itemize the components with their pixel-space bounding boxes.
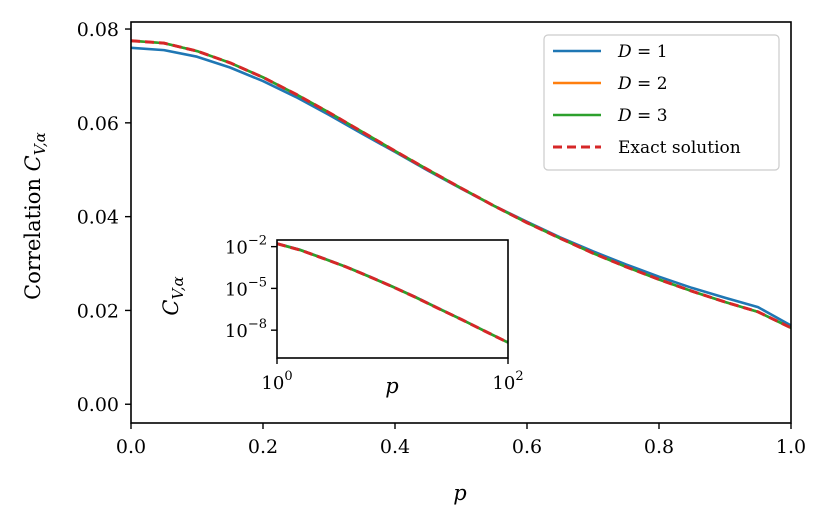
legend-label-4: Exact solution [618,138,741,158]
inset-x-axis-label: p [385,374,398,398]
inset-x-ticks: 100 102 [261,358,524,394]
main-x-tick-label: 0.4 [380,436,410,458]
main-x-tick-label: 0.6 [512,436,542,458]
legend-label-3: D = 3 [617,106,668,126]
inset-x-tick-label: 100 [261,369,292,394]
main-y-tick-label: 0.08 [77,19,119,41]
main-y-tick-label: 0.06 [77,113,119,135]
legend-box [543,34,780,171]
legend-items: D = 1 D = 2 D = 3 Exact solution [553,42,741,158]
legend-label-2: D = 2 [617,74,668,94]
main-x-tick-label: 1.0 [776,436,806,458]
main-y-tick-label: 0.02 [77,300,119,322]
main-y-tick-label: 0.00 [77,394,119,416]
legend-label-1: D = 1 [617,42,668,62]
inset-background [277,240,508,358]
inset-series-lines [276,242,509,344]
main-y-axis-label-sub: V,α [31,132,49,155]
main-y-axis-label-var: C [21,155,45,171]
main-y-ticks: 0.00 0.02 0.04 0.06 0.08 [77,19,131,416]
legend: D = 1 D = 2 D = 3 Exact solution [543,34,780,171]
inset-x-tick-label: 102 [492,369,523,394]
main-series-line-4 [130,39,792,330]
inset-y-ticks: 10−2 10−5 10−8 [225,234,277,342]
main-x-tick-label: 0.0 [116,436,146,458]
main-y-axis-label: Correlation CV,α [21,132,49,300]
inset-y-tick-label: 10−2 [225,234,267,259]
inset-y-axis-label-sub: V,α [169,276,187,299]
inset-series-line-3 [276,242,509,344]
inset-y-axis-label: CV,α [159,276,187,315]
main-plot: 0.0 0.2 0.4 0.6 0.8 1.0 0.000.020.040.060.08 … [21,19,806,505]
main-x-tick-label: 0.2 [248,436,278,458]
main-series-lines [130,39,792,330]
main-plot-frame [130,21,792,424]
inset-plot-frame [276,239,509,359]
inset-y-tick-label: 10−8 [225,317,267,342]
inset-plot: 100 102 10−2 10−5 10−8 p CV,α [159,234,524,398]
main-y-tick-label: 0.04 [77,207,119,229]
inset-y-axis-label-var: C [159,300,183,316]
inset-y-tick-label: 10−5 [225,275,267,300]
main-x-ticks: 0.0 0.2 0.4 0.6 0.8 1.0 [116,423,806,458]
main-x-axis-label: p [453,481,466,505]
main-x-tick-label: 0.8 [644,436,674,458]
main-y-axis-label-prefix: Correlation [21,171,45,299]
